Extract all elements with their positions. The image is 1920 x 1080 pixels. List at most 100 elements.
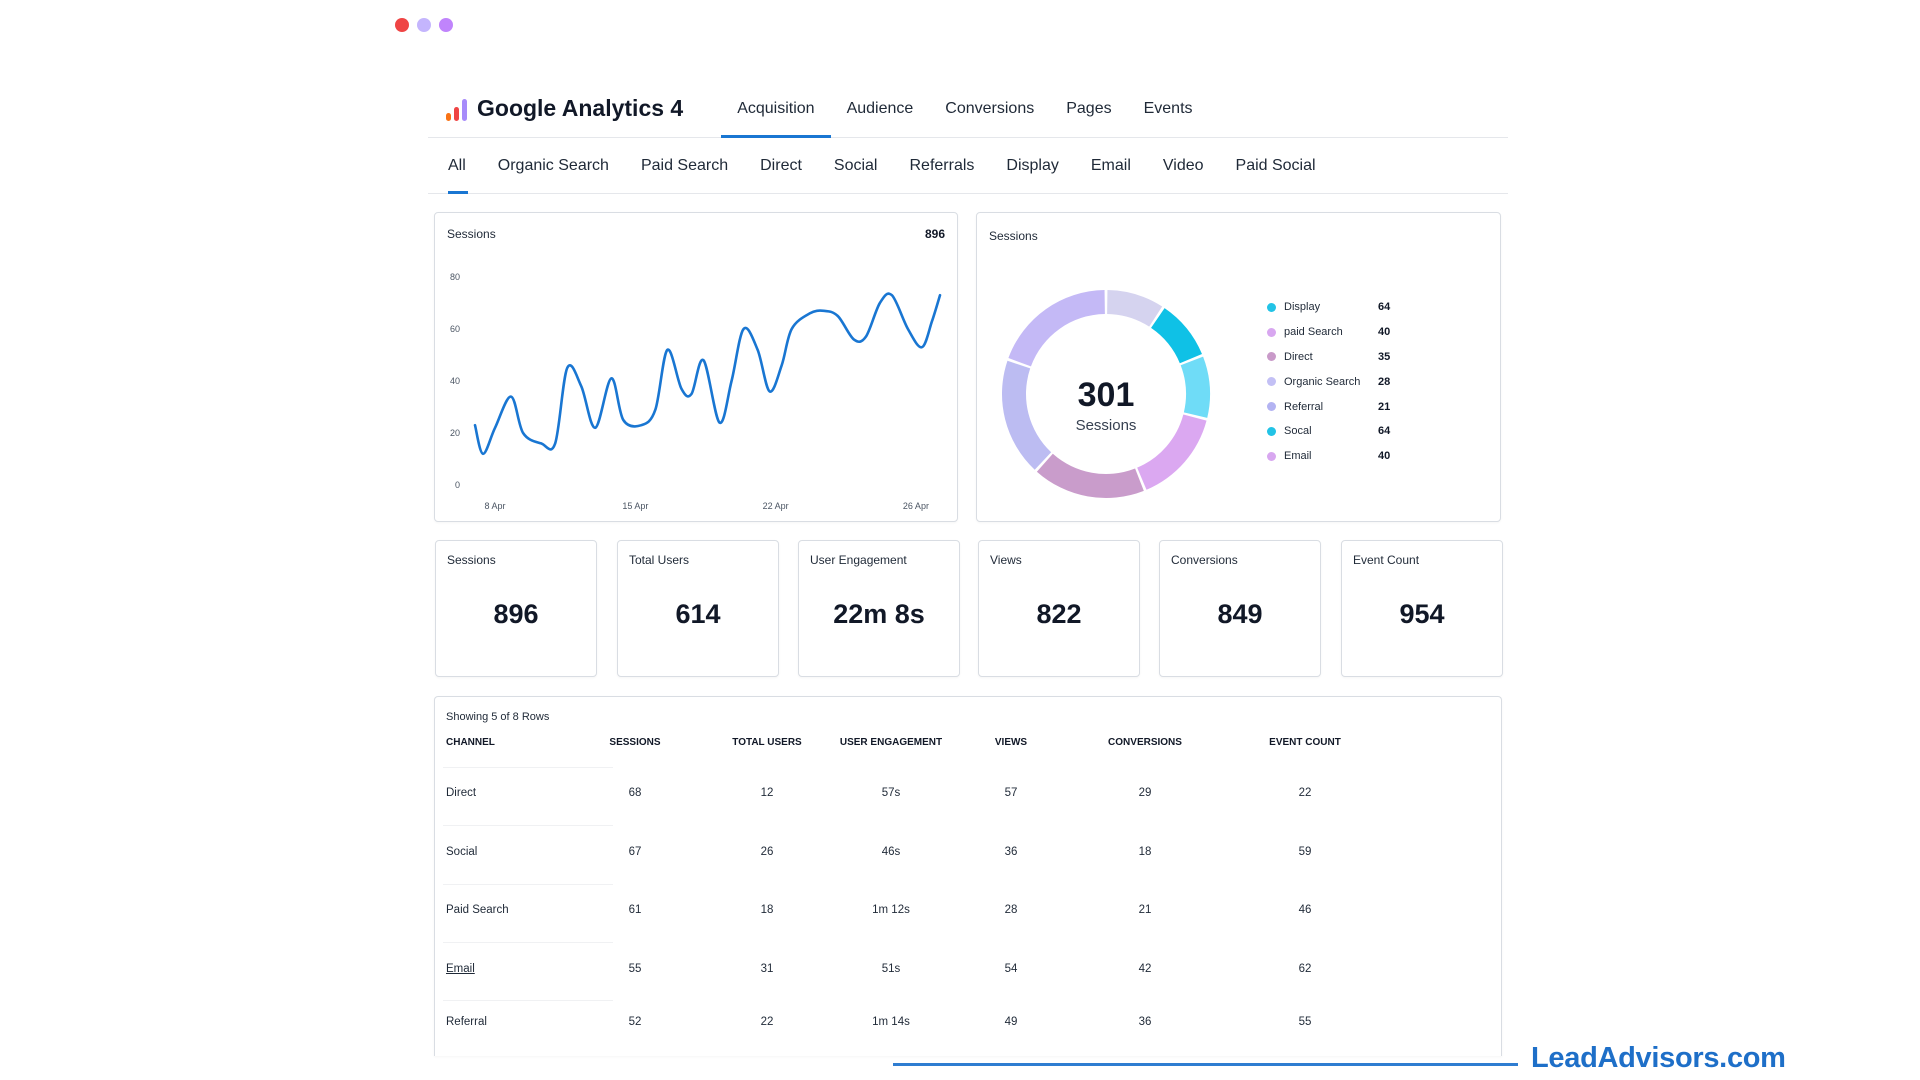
legend-label: paid Search [1284,326,1343,339]
nav-audience[interactable]: Audience [846,99,914,117]
kpi-total-users[interactable]: Total Users 614 [617,540,779,677]
legend-item[interactable]: Referral 21 [1267,394,1390,419]
donut-slice-organic-search[interactable] [1107,290,1163,327]
x-tick-label: 26 Apr [903,501,929,511]
legend-swatch [1267,377,1276,387]
cell-total-users: 12 [760,787,774,799]
legend-swatch [1267,352,1276,362]
legend-swatch [1267,451,1276,461]
kpi-value: 849 [1217,599,1263,629]
tab-direct[interactable]: Direct [760,156,802,174]
nav-conversions[interactable]: Conversions [945,99,1035,117]
window-minimize-button[interactable] [417,18,431,32]
tab-paid-search[interactable]: Paid Search [640,156,729,174]
table-row[interactable]: Social 67 26 46s 36 18 59 [435,846,1501,866]
donut-slice-display[interactable] [1151,308,1202,364]
footer-brand-logo[interactable]: LeadAdvisors.com [1531,1042,1786,1074]
y-tick-label: 40 [450,376,460,386]
legend-label: Referral [1284,400,1324,413]
col-views[interactable]: VIEWS [994,737,1028,748]
donut-slice-email[interactable] [1008,290,1105,367]
x-tick-label: 22 Apr [763,501,789,511]
kpi-label: Event Count [1353,553,1420,567]
tab-video[interactable]: Video [1162,156,1204,174]
legend-item[interactable]: Organic Search 28 [1267,369,1390,394]
donut-slice-paid-search[interactable] [1137,414,1207,490]
col-sessions[interactable]: SESSIONS [609,737,661,748]
cell-conversions: 21 [1138,904,1152,916]
x-tick-label: 15 Apr [622,501,648,511]
cell-views: 54 [1004,963,1018,975]
donut-slice-referral[interactable] [1002,360,1052,470]
tab-display[interactable]: Display [1006,156,1059,174]
brand: Google Analytics 4 [446,95,683,122]
sessions-line-card: Sessions 896 0 20 40 60 80 8 Apr 15 Apr 22 Apr 2… [434,212,958,522]
legend-value: 64 [1378,425,1391,438]
kpi-views[interactable]: Views 822 [978,540,1140,677]
cell-user-engagement: 1m 12s [872,904,910,916]
channel-tabs: All Organic Search Paid Search Direct So… [428,138,1508,194]
kpi-value: 614 [675,599,721,629]
legend-item[interactable]: Email 40 [1267,444,1390,469]
cell-sessions: 68 [628,787,642,799]
kpi-conversions[interactable]: Conversions 849 [1159,540,1321,677]
cell-views: 57 [1004,787,1018,799]
nav-pages[interactable]: Pages [1066,99,1112,117]
table-row[interactable]: Direct 68 12 57s 57 29 22 [435,787,1501,807]
cell-total-users: 26 [760,846,774,858]
sessions-donut-chart [1002,290,1210,498]
nav-acquisition[interactable]: Acquisition [721,80,831,138]
table-row[interactable]: Referral 52 22 1m 14s 49 36 55 [435,1016,1501,1036]
nav-events[interactable]: Events [1143,99,1193,117]
tab-all[interactable]: All [428,138,482,194]
col-user-engagement[interactable]: USER ENGAGEMENT [839,737,943,748]
legend-value: 28 [1378,375,1391,388]
legend-item[interactable]: Direct 35 [1267,345,1390,370]
kpi-user-engagement[interactable]: User Engagement 22m 8s [798,540,960,677]
row-divider [443,884,613,885]
cell-channel-link[interactable]: Email [446,963,475,975]
y-tick-label: 60 [450,324,460,334]
tab-paid-social[interactable]: Paid Social [1235,156,1316,174]
cell-user-engagement: 57s [881,787,901,799]
cell-conversions: 42 [1138,963,1152,975]
cell-channel: Direct [446,787,477,799]
table-row[interactable]: Paid Search 61 18 1m 12s 28 21 46 [435,904,1501,924]
tab-referrals[interactable]: Referrals [909,156,975,174]
kpi-sessions[interactable]: Sessions 896 [435,540,597,677]
donut-slice-direct[interactable] [1036,453,1144,498]
col-total-users[interactable]: TOTAL USERS [732,737,802,748]
tab-social[interactable]: Social [833,156,878,174]
cell-views: 28 [1004,904,1018,916]
series-line-sessions[interactable] [473,292,942,456]
donut-card-title: Sessions [989,229,1038,243]
sessions-donut-card: Sessions 301 Sessions Display 64 paid Sear… [976,212,1501,522]
cell-event-count: 62 [1298,963,1312,975]
tab-organic-search[interactable]: Organic Search [497,156,609,174]
cell-channel: Social [446,846,478,858]
cell-conversions: 18 [1138,846,1152,858]
row-divider [443,942,613,943]
kpi-label: Views [990,553,1022,567]
cell-sessions: 52 [628,1016,642,1028]
donut-center-label: Sessions [1075,417,1137,434]
kpi-label: User Engagement [810,553,907,567]
main-nav: Acquisition Audience Conversions Pages E… [721,80,1208,138]
window-controls [395,18,453,32]
kpi-event-count[interactable]: Event Count 954 [1341,540,1503,677]
legend-item[interactable]: Socal 64 [1267,419,1390,444]
table-header: CHANNEL SESSIONS TOTAL USERS USER ENGAGE… [435,737,1501,755]
legend-item[interactable]: paid Search 40 [1267,320,1390,345]
legend-item[interactable]: Display 64 [1267,295,1390,320]
kpi-label: Conversions [1171,553,1238,567]
window-close-button[interactable] [395,18,409,32]
col-channel[interactable]: CHANNEL [446,737,495,748]
donut-slice-socal[interactable] [1180,356,1210,418]
col-conversions[interactable]: CONVERSIONS [1108,737,1182,748]
cell-views: 49 [1004,1016,1018,1028]
col-event-count[interactable]: EVENT COUNT [1269,737,1341,748]
y-tick-label: 20 [450,428,460,438]
tab-email[interactable]: Email [1090,156,1131,174]
window-maximize-button[interactable] [439,18,453,32]
table-row[interactable]: Email 55 31 51s 54 42 62 [435,963,1501,983]
